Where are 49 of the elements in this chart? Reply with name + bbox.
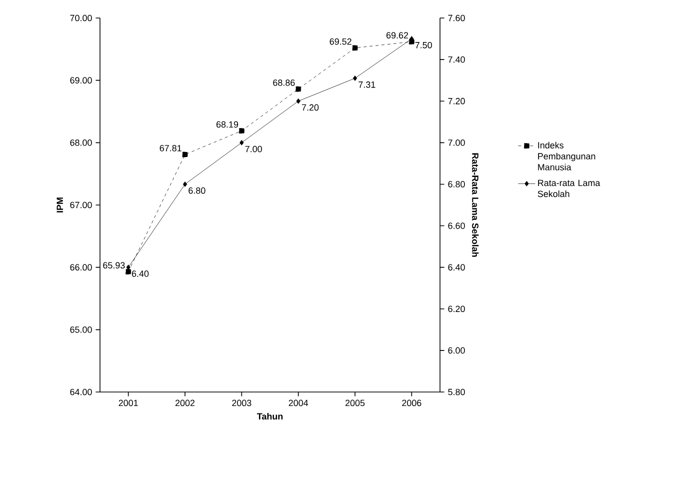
x-tick-label: 2006 xyxy=(402,400,422,406)
y2-tick-label: 6.80 xyxy=(448,181,465,188)
data-label: 67.81 xyxy=(160,144,182,152)
data-label: 65.93 xyxy=(103,262,125,269)
y2-tick-label: 7.20 xyxy=(448,98,465,104)
point xyxy=(238,128,244,134)
x-tick-label: 2004 xyxy=(288,400,308,406)
y2-tick-label: 5.80 xyxy=(448,388,465,396)
y-tick-label: 66.00 xyxy=(70,264,92,271)
y2-tick-label: 6.20 xyxy=(448,306,465,312)
y-tick-label: 67.00 xyxy=(70,202,92,208)
y-tick-label: 69.00 xyxy=(70,77,92,84)
data-label: 7.31 xyxy=(358,81,376,88)
y2-tick-label: 7.00 xyxy=(448,139,465,146)
data-label: 6.40 xyxy=(132,270,149,277)
y2-tick-label: 7.60 xyxy=(448,14,465,22)
y-tick-label: 64.00 xyxy=(70,388,92,396)
point xyxy=(352,76,358,81)
x-tick-label: 2005 xyxy=(345,400,365,406)
data-label: 7.50 xyxy=(415,42,432,48)
data-label: 68.86 xyxy=(273,80,295,86)
y2-tick-label: 7.40 xyxy=(448,56,465,63)
point xyxy=(240,140,244,146)
y-tick-label: 68.00 xyxy=(70,139,92,146)
y-tick-label: 70.00 xyxy=(70,14,92,22)
x-tick-label: 2003 xyxy=(232,400,252,406)
x-tick-label: 2001 xyxy=(118,400,138,406)
x-tick-label: 2002 xyxy=(175,400,195,406)
y2-tick-label: 6.40 xyxy=(448,264,465,271)
point xyxy=(182,152,188,158)
y2-tick-label: 6.60 xyxy=(448,222,465,229)
x-axis-title: Tahun xyxy=(256,412,283,420)
data-label: 69.52 xyxy=(330,38,352,45)
point xyxy=(352,45,358,51)
data-label: 69.62 xyxy=(386,32,408,39)
legend-label: Indeks Pembangunan Manusia xyxy=(538,142,596,170)
y2-tick-label: 6.00 xyxy=(448,347,465,354)
legend-label: Rata-rata Lama Sekolah xyxy=(538,180,600,198)
y-tick-label: 65.00 xyxy=(70,326,92,333)
y-axis-title: IPM xyxy=(56,198,63,212)
data-label: 68.19 xyxy=(216,121,238,128)
data-label: 7.20 xyxy=(302,104,319,111)
point xyxy=(126,269,132,274)
point xyxy=(182,182,188,187)
data-label: 6.80 xyxy=(188,187,206,194)
point xyxy=(296,98,300,104)
point xyxy=(296,86,302,92)
data-label: 7.00 xyxy=(245,146,262,152)
y2-axis-title: Rata-Rata Lama Sekolah xyxy=(472,153,479,257)
